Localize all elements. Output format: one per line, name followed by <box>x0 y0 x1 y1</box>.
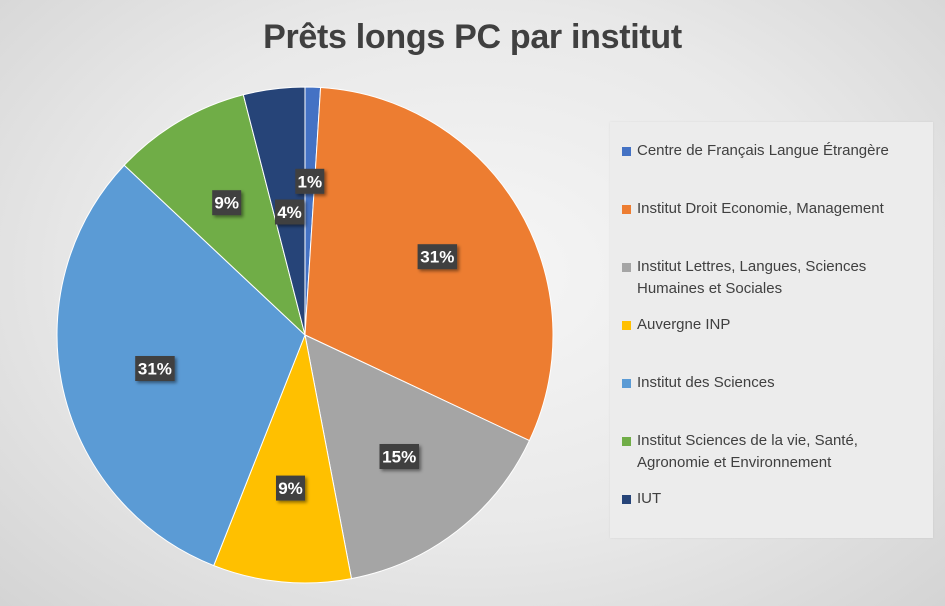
pie-slice <box>56 164 306 567</box>
data-label: 15% <box>379 444 419 469</box>
legend-swatch <box>622 495 631 504</box>
legend-swatch <box>622 437 631 446</box>
legend-item: Institut Lettres, Langues, Sciences Huma… <box>622 256 927 300</box>
data-label-text: 9% <box>278 479 303 498</box>
data-label-box <box>276 475 305 501</box>
chart-title: Prêts longs PC par institut <box>263 18 682 56</box>
legend: Centre de Français Langue Étrangère Insti… <box>610 122 933 538</box>
data-label: 1% <box>295 168 325 194</box>
legend-label: IUT <box>637 490 662 507</box>
legend-label: Institut Lettres, Langues, Sciences Huma… <box>637 258 867 297</box>
legend-item: IUT <box>622 488 927 510</box>
pie-slice <box>213 333 353 584</box>
legend-item: Institut des Sciences <box>622 372 927 394</box>
data-label-box <box>212 190 242 216</box>
legend-swatch <box>622 205 631 214</box>
data-label-box <box>135 356 175 381</box>
legend-item: Centre de Français Langue Étrangère <box>622 140 927 162</box>
data-label: 4% <box>275 199 304 225</box>
legend-label: Institut Sciences de la vie, Santé, Agro… <box>637 432 858 471</box>
data-label-box <box>417 244 458 270</box>
legend-label: Centre de Français Langue Étrangère <box>637 142 889 159</box>
data-label-box <box>295 168 325 194</box>
data-label: 9% <box>212 190 242 216</box>
legend-label: Auvergne INP <box>637 316 731 333</box>
data-label-text: 1% <box>298 172 323 191</box>
data-label-box <box>379 444 419 469</box>
legend-label: Institut des Sciences <box>637 374 775 391</box>
data-label: 31% <box>417 244 458 270</box>
data-label: 9% <box>276 475 305 501</box>
data-label: 31% <box>135 356 175 381</box>
data-label-text: 4% <box>277 203 302 222</box>
data-label-text: 31% <box>138 360 172 379</box>
data-label-box <box>275 199 304 225</box>
legend-label: Institut Droit Economie, Management <box>637 200 884 217</box>
data-label-text: 31% <box>420 248 454 267</box>
legend-swatch <box>622 379 631 388</box>
legend-swatch <box>622 321 631 330</box>
legend-item: Auvergne INP <box>622 314 927 336</box>
data-label-text: 9% <box>214 194 239 213</box>
legend-swatch <box>622 147 631 156</box>
legend-item: Institut Droit Economie, Management <box>622 198 927 220</box>
legend-swatch <box>622 263 631 272</box>
data-label-text: 15% <box>382 448 416 467</box>
legend-item: Institut Sciences de la vie, Santé, Agro… <box>622 430 927 474</box>
pie-slice <box>242 86 306 336</box>
